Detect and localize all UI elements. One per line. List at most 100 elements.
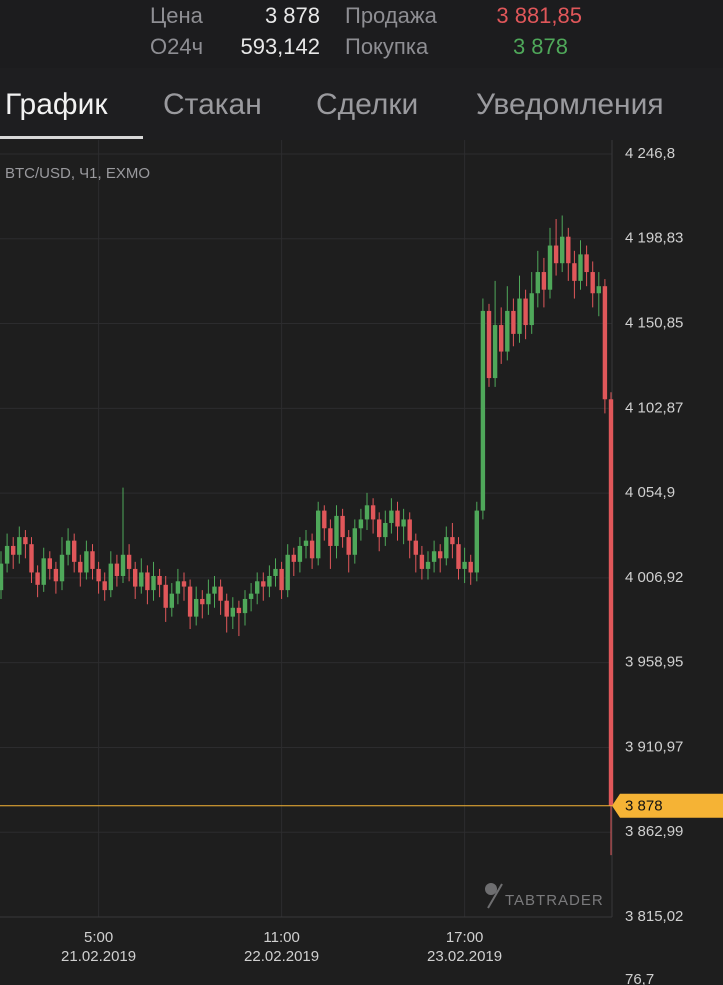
- candle-body: [407, 519, 412, 541]
- candle-body: [541, 272, 547, 290]
- candle-body: [261, 581, 266, 587]
- candle-body: [364, 505, 370, 520]
- candle-body: [126, 554, 132, 569]
- candle-body: [72, 540, 77, 562]
- header-bg: [0, 0, 723, 68]
- candle-body: [285, 554, 290, 591]
- x-tick-label: 23.02.2019: [427, 948, 502, 965]
- candle-body: [517, 298, 522, 334]
- x-tick-label: 21.02.2019: [61, 948, 136, 965]
- price: 3 878: [265, 3, 320, 28]
- candle-body: [584, 254, 589, 273]
- volume: 593,142: [240, 34, 320, 59]
- candle-body: [78, 561, 83, 573]
- candle-body: [212, 586, 217, 594]
- y-tick-label: 4 246,8: [625, 145, 675, 162]
- candle-body: [218, 586, 223, 601]
- candle-body: [291, 554, 296, 562]
- candle-body: [316, 510, 321, 559]
- candle-body: [431, 551, 437, 562]
- candle-body: [279, 568, 284, 591]
- y-tick-label: 3 815,02: [625, 908, 683, 925]
- candle-body: [462, 561, 467, 569]
- x-tick-label: 22.02.2019: [244, 948, 319, 965]
- candle-body: [29, 544, 34, 573]
- candle-body: [383, 522, 388, 538]
- candle-body: [535, 272, 540, 294]
- chart-bg: [0, 140, 723, 985]
- candle-body: [486, 310, 492, 379]
- y-tick-label: 4 150,85: [625, 315, 683, 332]
- tab[interactable]: График: [5, 88, 108, 121]
- candle-body: [224, 600, 229, 617]
- y-tick-label: 4 198,83: [625, 230, 683, 247]
- candle-body: [553, 245, 559, 264]
- candle-body: [187, 586, 193, 617]
- tab[interactable]: Стакан: [163, 88, 262, 121]
- candle-body: [255, 581, 260, 594]
- candle-body: [596, 286, 601, 294]
- candle-body: [11, 545, 16, 555]
- buy-price: 3 878: [513, 34, 568, 59]
- y-tick-label: 4 102,87: [625, 399, 683, 416]
- candle-body: [303, 540, 309, 546]
- candle-body: [474, 510, 479, 573]
- candle-body: [370, 505, 376, 520]
- candle-body: [560, 236, 565, 264]
- candle-body: [352, 528, 357, 555]
- candle-body: [438, 551, 443, 559]
- sell-label: Продажа: [345, 3, 438, 28]
- y-tick-label: 4 054,9: [625, 484, 675, 501]
- chart-subtitle: BTC/USD, Ч1, EXMO: [5, 165, 150, 182]
- candle-body: [334, 515, 339, 546]
- volume-axis-label: 76,7: [625, 971, 654, 985]
- candle-body: [35, 572, 40, 585]
- x-tick-label: 5:00: [84, 929, 113, 946]
- candle-body: [578, 254, 583, 281]
- candle-body: [230, 607, 235, 617]
- buy-label: Покупка: [345, 34, 429, 59]
- tab[interactable]: Уведомления: [476, 88, 664, 121]
- candle-body: [139, 572, 144, 587]
- candle-body: [444, 537, 449, 559]
- candle-body: [328, 528, 333, 546]
- x-tick-label: 11:00: [263, 929, 299, 946]
- candle-body: [566, 236, 571, 264]
- watermark-logo: [485, 883, 497, 895]
- candle-body: [395, 510, 400, 527]
- candle-body: [23, 537, 28, 545]
- current-price-tag: [612, 793, 723, 818]
- candle-body: [47, 558, 52, 569]
- candle-body: [96, 568, 101, 582]
- candle-body: [425, 561, 431, 569]
- price-label: Цена: [150, 3, 204, 28]
- candle-body: [523, 298, 528, 326]
- x-tick-label: 17:00: [446, 929, 484, 946]
- candle-body: [108, 563, 113, 591]
- candle-body: [4, 545, 10, 564]
- candle-body: [389, 510, 394, 523]
- plot: 5:00 21.02.2019 11:00 22.02.2019 17:00 23.02.…: [0, 140, 723, 965]
- candle-body: [157, 575, 162, 585]
- candle-body: [468, 561, 473, 573]
- candle-body: [358, 519, 364, 529]
- candle-body: [602, 286, 608, 400]
- candle-body: [499, 325, 504, 352]
- candle-body: [84, 551, 89, 573]
- candle-body: [194, 598, 199, 617]
- watermark-logo: [487, 883, 503, 909]
- tab[interactable]: Сделки: [316, 88, 418, 121]
- candle-body: [236, 607, 242, 614]
- y-tick-label: 3 910,97: [625, 738, 683, 755]
- candle-body: [17, 537, 22, 555]
- current-price-label: 3 878: [625, 798, 663, 815]
- candle-body: [145, 572, 150, 591]
- candle-body: [169, 593, 174, 608]
- candle-body: [492, 325, 498, 379]
- candle-body: [297, 545, 303, 562]
- candle-body: [163, 584, 168, 608]
- candle-body: [450, 537, 455, 545]
- candle-body: [242, 598, 248, 614]
- candle-body: [151, 575, 156, 591]
